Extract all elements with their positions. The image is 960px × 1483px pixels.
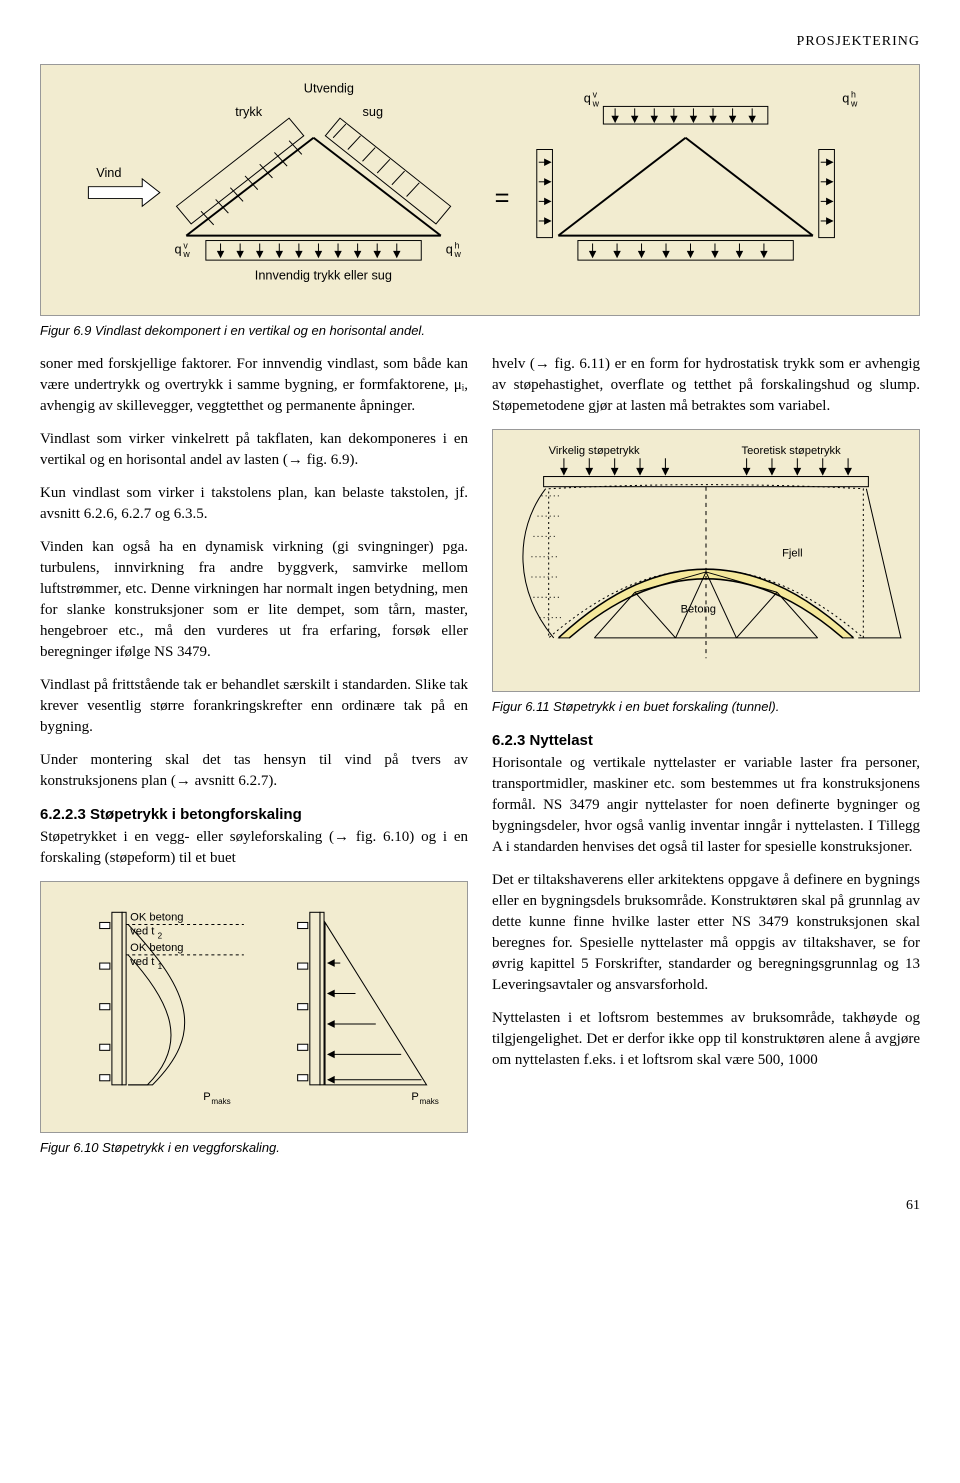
page-number: 61	[40, 1196, 920, 1216]
heading-6223: 6.2.2.3 Støpetrykk i betongforskaling	[40, 804, 468, 825]
left-p2: Vindlast som virker vinkelrett på takfla…	[40, 429, 468, 471]
svg-text:sug: sug	[363, 104, 384, 119]
figure-6-9-box: Utvendig trykk sug Vind	[40, 64, 920, 316]
svg-text:w: w	[454, 249, 462, 259]
figure-6-9-caption: Figur 6.9 Vindlast dekomponert i en vert…	[40, 322, 920, 340]
figure-6-11-caption: Figur 6.11 Støpetrykk i en buet forskali…	[492, 698, 920, 716]
svg-text:q: q	[842, 90, 849, 105]
svg-text:Fjell: Fjell	[782, 548, 802, 560]
svg-text:Vind: Vind	[96, 164, 121, 179]
figure-6-11-svg: Virkelig støpetrykk Teoretisk støpetrykk	[503, 440, 909, 673]
svg-text:w: w	[182, 249, 190, 259]
figure-6-10-box: OK betong ved t2 OK betong ved t1 Pmaks	[40, 881, 468, 1133]
svg-text:=: =	[495, 184, 510, 212]
figure-6-10-svg: OK betong ved t2 OK betong ved t1 Pmaks	[51, 892, 457, 1115]
svg-text:w: w	[592, 98, 600, 108]
left-p7: Støpetrykket i en vegg- eller søyleforsk…	[40, 827, 468, 869]
figure-6-9-svg: Utvendig trykk sug Vind	[59, 79, 901, 294]
left-column: soner med forskjellige faktorer. For inn…	[40, 354, 468, 1171]
svg-text:2: 2	[158, 932, 163, 941]
section-header: PROSJEKTERING	[40, 32, 920, 52]
svg-text:q: q	[446, 241, 453, 256]
svg-text:Teoretisk støpetrykk: Teoretisk støpetrykk	[742, 445, 842, 457]
svg-text:maks: maks	[211, 1097, 230, 1106]
svg-text:w: w	[850, 98, 858, 108]
right-p1: hvelv (→ fig. 6.11) er en form for hydro…	[492, 354, 920, 417]
text-columns: soner med forskjellige faktorer. For inn…	[40, 354, 920, 1171]
svg-text:ved t: ved t	[130, 926, 155, 938]
svg-text:Virkelig støpetrykk: Virkelig støpetrykk	[549, 445, 640, 457]
heading-623: 6.2.3 Nyttelast	[492, 730, 920, 751]
left-p6: Under montering skal det tas hensyn til …	[40, 750, 468, 792]
svg-text:maks: maks	[419, 1097, 438, 1106]
svg-text:1: 1	[158, 962, 163, 971]
left-p1: soner med forskjellige faktorer. For inn…	[40, 354, 468, 417]
left-p4: Vinden kan også ha en dynamisk virkning …	[40, 537, 468, 663]
svg-text:OK betong: OK betong	[130, 942, 183, 954]
figure-6-10-caption: Figur 6.10 Støpetrykk i en veggforskalin…	[40, 1139, 468, 1157]
svg-text:OK betong: OK betong	[130, 912, 183, 924]
svg-text:q: q	[175, 241, 182, 256]
svg-text:P: P	[411, 1091, 418, 1103]
right-column: hvelv (→ fig. 6.11) er en form for hydro…	[492, 354, 920, 1171]
svg-text:trykk: trykk	[235, 104, 262, 119]
right-p3: Det er tiltakshaverens eller arkitektens…	[492, 870, 920, 996]
right-p2: Horisontale og vertikale nyttelaster er …	[492, 753, 920, 858]
svg-text:P: P	[203, 1091, 210, 1103]
figure-6-11-box: Virkelig støpetrykk Teoretisk støpetrykk	[492, 429, 920, 691]
right-p4: Nyttelasten i et loftsrom bestemmes av b…	[492, 1008, 920, 1071]
left-p3: Kun vindlast som virker i takstolens pla…	[40, 483, 468, 525]
svg-text:Betong: Betong	[681, 604, 716, 616]
left-p5: Vindlast på frittstående tak er behandle…	[40, 675, 468, 738]
svg-text:q: q	[584, 90, 591, 105]
svg-text:Innvendig trykk eller sug: Innvendig trykk eller sug	[255, 267, 392, 282]
svg-text:Utvendig: Utvendig	[304, 80, 354, 95]
